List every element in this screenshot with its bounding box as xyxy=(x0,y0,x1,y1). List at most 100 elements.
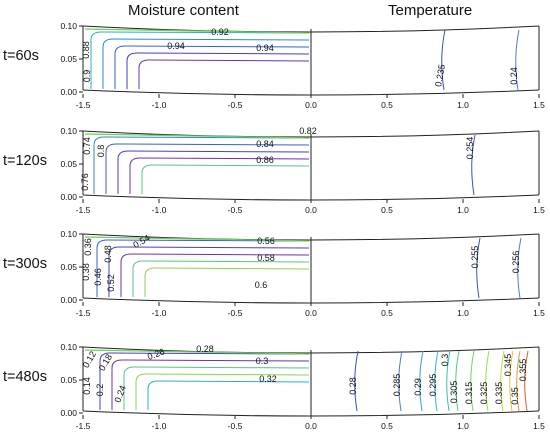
x-tick-label: 0.0 xyxy=(305,308,317,318)
x-tick-label: 1.5 xyxy=(533,308,545,318)
moisture-contour-label: 0.92 xyxy=(211,27,229,37)
moisture-contour xyxy=(129,157,310,194)
temperature-contour-label: 0.3 xyxy=(440,354,450,367)
moisture-contour xyxy=(144,267,310,297)
moisture-contour-label: 0.3 xyxy=(256,356,269,366)
moisture-contour-label: 0.56 xyxy=(257,236,275,246)
moisture-contour xyxy=(108,246,310,297)
y-tick-label: 0.10 xyxy=(60,21,77,31)
y-tick-label: 0.00 xyxy=(60,87,77,97)
x-tick-label: -1.5 xyxy=(76,421,91,431)
moisture-contour-label: 0.82 xyxy=(299,126,317,136)
temperature-contour-label: 0.35 xyxy=(510,387,520,405)
temperature-contour-label: 0.28 xyxy=(348,377,358,395)
moisture-contour xyxy=(126,52,310,89)
temperature-contour-label: 0.256 xyxy=(511,251,521,274)
y-tick-label: 0.05 xyxy=(60,262,77,272)
moisture-contour xyxy=(135,373,310,410)
temperature-contour xyxy=(509,350,514,412)
moisture-contour-label: 0.9 xyxy=(82,70,92,83)
moisture-contour xyxy=(93,136,310,194)
x-tick-label: 1.0 xyxy=(457,205,469,215)
temperature-contour xyxy=(471,134,476,196)
moisture-contour-label: 0.84 xyxy=(256,139,274,149)
moisture-contour xyxy=(120,253,310,297)
x-tick-label: -0.5 xyxy=(228,205,243,215)
x-tick-label: 0.5 xyxy=(381,308,393,318)
x-tick-label: 1.5 xyxy=(533,421,545,431)
moisture-contour xyxy=(147,380,310,410)
panel-4 xyxy=(79,346,540,419)
temperature-contour xyxy=(517,237,522,299)
temperature-contour xyxy=(485,350,490,412)
x-tick-label: 0.5 xyxy=(381,205,393,215)
moisture-contour xyxy=(90,31,310,89)
temperature-contour xyxy=(419,350,424,412)
temperature-contour-label: 0.29 xyxy=(413,378,423,396)
temperature-contour-label: 0.255 xyxy=(470,246,480,269)
y-tick-label: 0.00 xyxy=(60,295,77,305)
moisture-contour-label: 0.2 xyxy=(95,384,105,397)
x-tick-label: 0.0 xyxy=(305,100,317,110)
temperature-contour-label: 0.285 xyxy=(392,374,402,397)
temperature-contour xyxy=(446,350,451,412)
y-tick-label: 0.10 xyxy=(60,229,77,239)
header-temperature: Temperature xyxy=(388,2,473,19)
temperature-contour xyxy=(354,350,359,412)
temperature-contour xyxy=(398,350,403,412)
y-tick-label: 0.00 xyxy=(60,408,77,418)
moisture-contour-label: 0.14 xyxy=(82,377,92,395)
y-tick-label: 0.10 xyxy=(60,126,77,136)
x-tick-label: 1.5 xyxy=(533,100,545,110)
temperature-contour-label: 0.235 xyxy=(433,64,447,88)
moisture-contour-label: 0.88 xyxy=(81,41,91,59)
x-tick-label: 1.0 xyxy=(457,100,469,110)
temperature-contour-label: 0.254 xyxy=(465,137,475,160)
moisture-contour-label: 0.6 xyxy=(255,280,268,290)
temperature-contour xyxy=(524,350,529,412)
moisture-contour-label: 0.76 xyxy=(80,173,90,191)
x-tick-label: -1.0 xyxy=(152,308,167,318)
moisture-contour-label: 0.74 xyxy=(82,137,92,155)
x-tick-label: -1.0 xyxy=(152,205,167,215)
moisture-contour xyxy=(114,45,310,89)
y-tick-label: 0.00 xyxy=(60,192,77,202)
moisture-contour xyxy=(99,352,310,410)
temperature-contour xyxy=(515,29,520,91)
moisture-contour-label: 0.36 xyxy=(83,238,93,256)
moisture-contour-label: 0.58 xyxy=(257,253,275,263)
moisture-contour xyxy=(132,260,310,297)
x-tick-label: 0.5 xyxy=(381,100,393,110)
x-tick-label: 1.5 xyxy=(533,205,545,215)
header-moisture: Moisture content xyxy=(128,2,239,19)
x-tick-label: 1.0 xyxy=(457,421,469,431)
moisture-contour xyxy=(84,28,310,34)
x-tick-label: 0.0 xyxy=(305,205,317,215)
x-tick-label: 1.0 xyxy=(457,308,469,318)
time-label: t=60s xyxy=(3,48,39,64)
y-tick-label: 0.05 xyxy=(60,375,77,385)
moisture-contour-label: 0.8 xyxy=(96,145,106,158)
temperature-contour-label: 0.295 xyxy=(428,374,438,397)
moisture-contour xyxy=(84,133,310,139)
temperature-contour xyxy=(516,350,521,412)
panel-2 xyxy=(79,130,540,203)
moisture-contour xyxy=(84,349,310,355)
moisture-contour xyxy=(111,359,310,410)
x-tick-label: -1.0 xyxy=(152,421,167,431)
temperature-contour xyxy=(455,350,460,412)
moisture-contour xyxy=(96,239,310,297)
moisture-contour xyxy=(138,59,310,89)
temperature-contour-label: 0.325 xyxy=(479,382,489,405)
panel-3 xyxy=(79,233,540,306)
temperature-contour-label: 0.24 xyxy=(509,67,519,85)
moisture-contour-label: 0.86 xyxy=(256,155,274,165)
moisture-contour xyxy=(105,143,310,194)
moisture-contour-label: 0.32 xyxy=(259,374,277,384)
temperature-contour xyxy=(441,29,446,91)
moisture-contour xyxy=(102,38,310,89)
time-label: t=480s xyxy=(3,369,47,385)
temperature-contour xyxy=(476,237,481,299)
temperature-contour xyxy=(434,350,439,412)
